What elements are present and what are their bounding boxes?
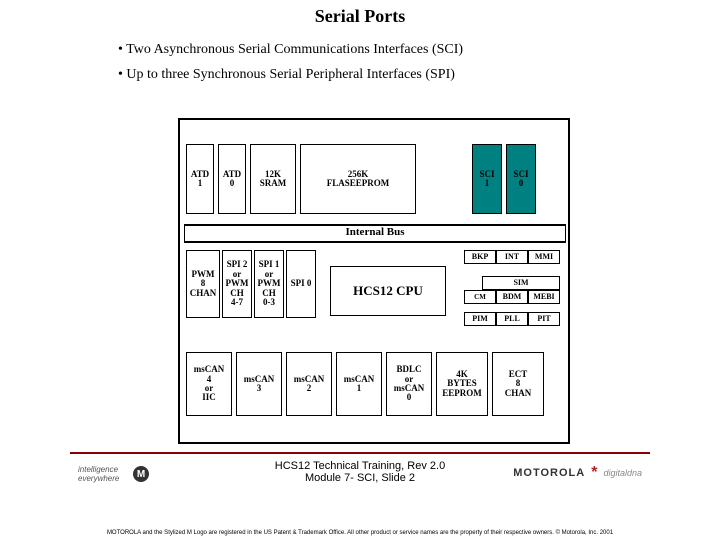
block-sci0: SCI0 (506, 144, 536, 214)
bullet-1: Two Asynchronous Serial Communications I… (118, 37, 720, 62)
blk-bdm: BDM (496, 290, 528, 304)
blk-bkp: BKP (464, 250, 496, 264)
blk-mmi: MMI (528, 250, 560, 264)
page-title: Serial Ports (0, 0, 720, 27)
logo-motorola: MOTOROLA * digitaldna (513, 464, 642, 482)
block-atd1: ATD1 (186, 144, 214, 214)
blk-mebi: MEBI (528, 290, 560, 304)
blk-bdlc: BDLCormsCAN0 (386, 352, 432, 416)
blk-cm: CM (464, 290, 496, 304)
blk-eeprom: 4KBYTESEEPROM (436, 352, 488, 416)
block-cpu: HCS12 CPU (330, 266, 446, 316)
block-pwm: PWM8CHAN (186, 250, 220, 318)
blk-ect: ECT8CHAN (492, 352, 544, 416)
block-atd0: ATD0 (218, 144, 246, 214)
blk-mscan4: msCAN4orIIC (186, 352, 232, 416)
block-sci1: SCI1 (472, 144, 502, 214)
chip-diagram: ATD1 ATD0 12KSRAM 256KFLASEEPROM SCI1 SC… (178, 118, 570, 444)
blk-mscan1: msCAN1 (336, 352, 382, 416)
bullet-2: Up to three Synchronous Serial Periphera… (118, 62, 720, 87)
blk-pll: PLL (496, 312, 528, 326)
block-spi0: SPI 0 (286, 250, 316, 318)
block-flash: 256KFLASEEPROM (300, 144, 416, 214)
block-sram: 12KSRAM (250, 144, 296, 214)
block-spi2: SPI 2orPWMCH4-7 (222, 250, 252, 318)
block-spi1: SPI 1orPWMCH0-3 (254, 250, 284, 318)
blk-mscan2: msCAN2 (286, 352, 332, 416)
blk-int: INT (496, 250, 528, 264)
internal-bus: Internal Bus (184, 224, 566, 243)
blk-pim: PIM (464, 312, 496, 326)
bullet-list: Two Asynchronous Serial Communications I… (118, 37, 720, 87)
legal-text: MOTOROLA and the Stylized M Logo are reg… (0, 530, 720, 536)
asterisk-icon: * (591, 464, 597, 482)
blk-sim: SIM (482, 276, 560, 290)
blk-mscan3: msCAN3 (236, 352, 282, 416)
footer-rule (70, 452, 650, 454)
blk-pit: PIT (528, 312, 560, 326)
